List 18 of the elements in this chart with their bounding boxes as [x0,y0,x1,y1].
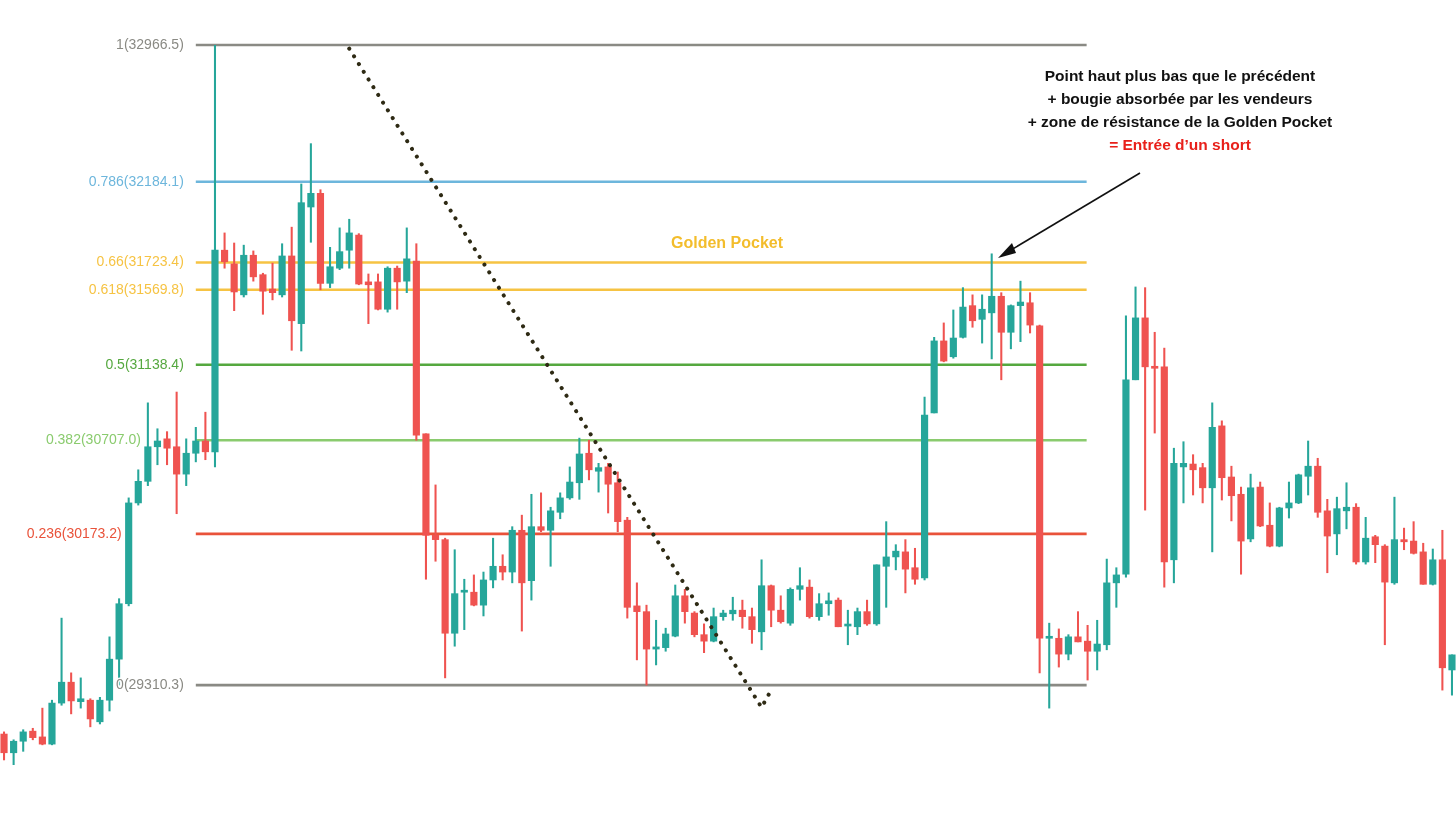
candlestick [460,578,468,630]
annotation: 0.618(31569.8) [88,280,184,297]
candlestick [1179,441,1188,504]
candlestick [1045,622,1053,709]
annotation: 0(29310.3) [116,675,184,692]
candlestick [268,262,277,301]
candlestick [1016,280,1025,342]
annotation: 1(32966.5) [116,35,184,52]
candlestick [1151,331,1159,434]
annotation: 0.66(31723.4) [96,253,184,270]
annotation: Golden Pocket [671,234,784,252]
annotation: 0.5(31138.4) [105,355,184,372]
annotation: Point haut plus bas que le précédent + bougie absorbée par les vendeurs + zone de résistance de la Golden Pocket = Entrée d’un short [1026,66,1334,155]
candlestick [431,484,440,562]
annotation: 0.382(30707.0) [45,431,141,448]
annotation: 0.786(32184.1) [88,172,184,189]
annotation: 0.236(30173.2) [26,524,122,541]
candlestick [1342,482,1351,530]
